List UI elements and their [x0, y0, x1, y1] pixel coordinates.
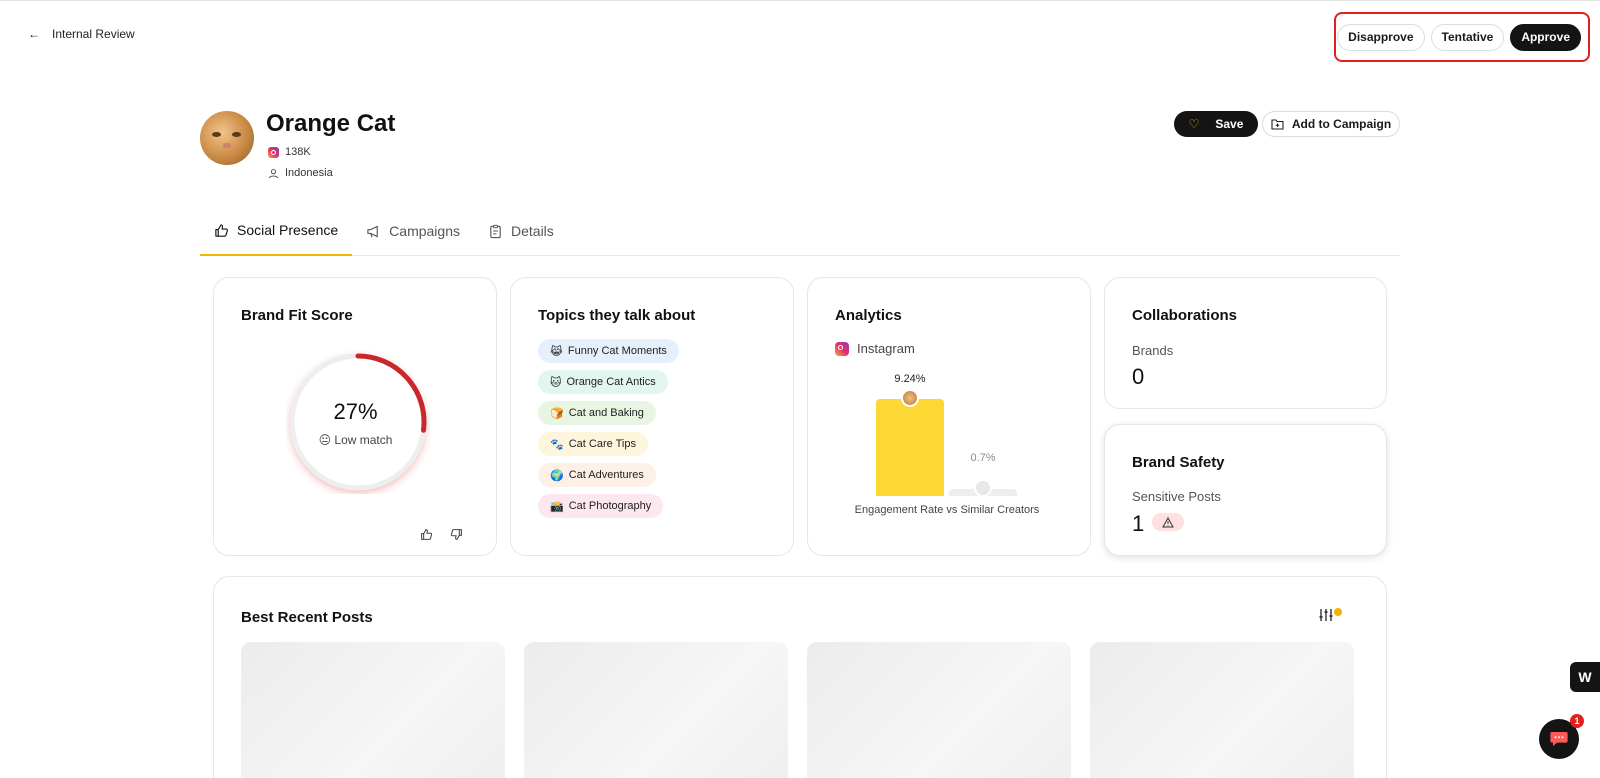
follower-count: 138K — [285, 146, 311, 158]
card-title: Analytics — [835, 307, 902, 324]
topic-tag: 😹 Funny Cat Moments — [538, 339, 679, 363]
topic-tag: 🌍 Cat Adventures — [538, 463, 656, 487]
brand-fit-label: 😐 Low match — [318, 433, 393, 447]
card-title: Collaborations — [1132, 307, 1238, 324]
thumbs-up-feedback-icon[interactable] — [420, 528, 433, 544]
sensitive-posts-label: Sensitive Posts — [1132, 489, 1221, 504]
gauge-background — [290, 354, 426, 490]
topic-tag: 🐱 Orange Cat Antics — [538, 370, 668, 394]
person-pin-icon — [268, 168, 279, 178]
approve-button[interactable]: Approve — [1510, 23, 1581, 51]
tab-label: Social Presence — [237, 222, 339, 238]
sensitive-posts-count: 1 — [1132, 511, 1145, 536]
chart-bar — [876, 399, 944, 496]
bar-value-label: 0.7% — [970, 451, 996, 464]
tab-details[interactable]: Details — [474, 206, 568, 256]
back-link[interactable]: ← Internal Review — [28, 27, 135, 41]
creator-avatar-marker — [901, 389, 919, 407]
add-to-campaign-label: Add to Campaign — [1291, 117, 1392, 131]
profile-tabs: Social Presence Campaigns Details — [200, 206, 1400, 256]
add-to-campaign-button[interactable]: Add to Campaign — [1262, 111, 1400, 137]
megaphone-icon — [367, 225, 378, 237]
topic-emoji: 📸 — [550, 500, 564, 513]
brand-fit-card: Brand Fit Score 27% 😐 Low match — [213, 277, 497, 556]
location: Indonesia — [285, 167, 333, 179]
instagram-icon — [268, 146, 279, 158]
review-decision-group: Disapprove Tentative Approve — [1334, 12, 1590, 62]
side-logo-widget[interactable]: W — [1570, 662, 1600, 692]
location-row: Indonesia — [268, 167, 333, 179]
topic-tag: 🍞 Cat and Baking — [538, 401, 656, 425]
chat-icon — [1550, 732, 1568, 746]
avatar-eye — [232, 132, 241, 137]
card-title: Topics they talk about — [538, 307, 696, 324]
topic-label: Cat Photography — [568, 500, 652, 512]
tentative-button[interactable]: Tentative — [1430, 23, 1505, 51]
follower-count-row: 138K — [268, 146, 311, 158]
topics-card: Topics they talk about 😹 Funny Cat Moment… — [510, 277, 794, 556]
brands-count: 0 — [1132, 364, 1145, 389]
topic-emoji: 🐱 — [550, 376, 562, 389]
post-thumbnail[interactable] — [241, 642, 505, 778]
analytics-card: Analytics Instagram 9.24% 0.7% Engagement… — [807, 277, 1091, 556]
save-button[interactable]: ♡ Save — [1174, 111, 1258, 137]
avatar — [200, 111, 254, 165]
tab-campaigns[interactable]: Campaigns — [352, 206, 474, 256]
analytics-platform: Instagram — [835, 341, 915, 356]
back-label: Internal Review — [52, 27, 135, 41]
card-title: Best Recent Posts — [241, 609, 373, 626]
post-thumbnail[interactable] — [1090, 642, 1354, 778]
brand-fit-value: 27% — [333, 399, 378, 424]
instagram-icon — [835, 341, 849, 356]
recent-posts-card: Best Recent Posts — [213, 576, 1387, 778]
gauge-arc — [355, 353, 427, 433]
collaborations-card: Collaborations Brands 0 — [1104, 277, 1387, 409]
brand-safety-card[interactable]: Brand Safety Sensitive Posts 1 — [1104, 424, 1387, 556]
tab-label: Campaigns — [389, 223, 460, 239]
thumbs-down-feedback-icon[interactable] — [450, 528, 463, 544]
topic-label: Cat and Baking — [568, 407, 644, 419]
creator-name: Orange Cat — [266, 110, 396, 137]
topic-emoji: 🌍 — [550, 469, 564, 482]
chart-caption: Engagement Rate vs Similar Creators — [854, 504, 1040, 516]
arrow-left-icon: ← — [28, 27, 40, 41]
topic-emoji: 😹 — [550, 345, 563, 358]
card-title: Brand Safety — [1132, 454, 1225, 471]
warning-badge — [1152, 513, 1184, 531]
folder-plus-icon — [1271, 119, 1284, 130]
brands-label: Brands — [1132, 343, 1174, 358]
filter-sliders-icon[interactable] — [1318, 607, 1334, 623]
top-bar: ← Internal Review Disapprove Tentative A… — [0, 1, 1600, 71]
topic-tag: 🐾 Cat Care Tips — [538, 432, 648, 456]
topic-label: Orange Cat Antics — [566, 376, 656, 388]
tab-label: Details — [511, 223, 554, 239]
topic-emoji: 🐾 — [550, 438, 564, 451]
brand-fit-gauge — [289, 353, 427, 491]
topic-label: Cat Care Tips — [568, 438, 636, 450]
disapprove-button[interactable]: Disapprove — [1337, 23, 1425, 51]
save-label: Save — [1215, 117, 1244, 131]
filter-active-dot — [1334, 608, 1342, 616]
topic-label: Cat Adventures — [568, 469, 644, 481]
card-title: Brand Fit Score — [241, 307, 353, 324]
platform-label: Instagram — [857, 341, 915, 356]
similar-creators-icon — [974, 478, 992, 497]
post-thumbnail[interactable] — [807, 642, 1071, 778]
bar-value-label: 9.24% — [894, 373, 926, 385]
avatar-eye — [212, 132, 221, 137]
topic-label: Funny Cat Moments — [567, 345, 667, 357]
chat-notification-badge: 1 — [1570, 714, 1584, 728]
post-thumbnail[interactable] — [524, 642, 788, 778]
thumbs-up-icon — [215, 223, 228, 237]
tab-social-presence[interactable]: Social Presence — [200, 206, 353, 256]
topic-tag: 📸 Cat Photography — [538, 494, 664, 518]
avatar-nose — [223, 143, 231, 148]
clipboard-icon — [490, 224, 501, 238]
topic-emoji: 🍞 — [550, 407, 564, 420]
heart-icon: ♡ — [1188, 117, 1200, 131]
warning-triangle-icon — [1162, 516, 1174, 527]
